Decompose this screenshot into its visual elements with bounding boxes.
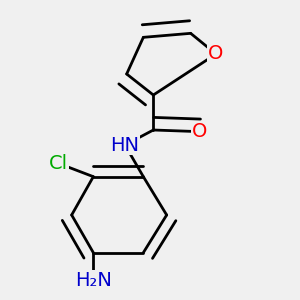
Text: HN: HN xyxy=(110,136,140,154)
Text: O: O xyxy=(192,122,208,141)
Text: H₂N: H₂N xyxy=(75,271,112,290)
Text: O: O xyxy=(208,44,224,64)
Text: Cl: Cl xyxy=(49,154,68,173)
